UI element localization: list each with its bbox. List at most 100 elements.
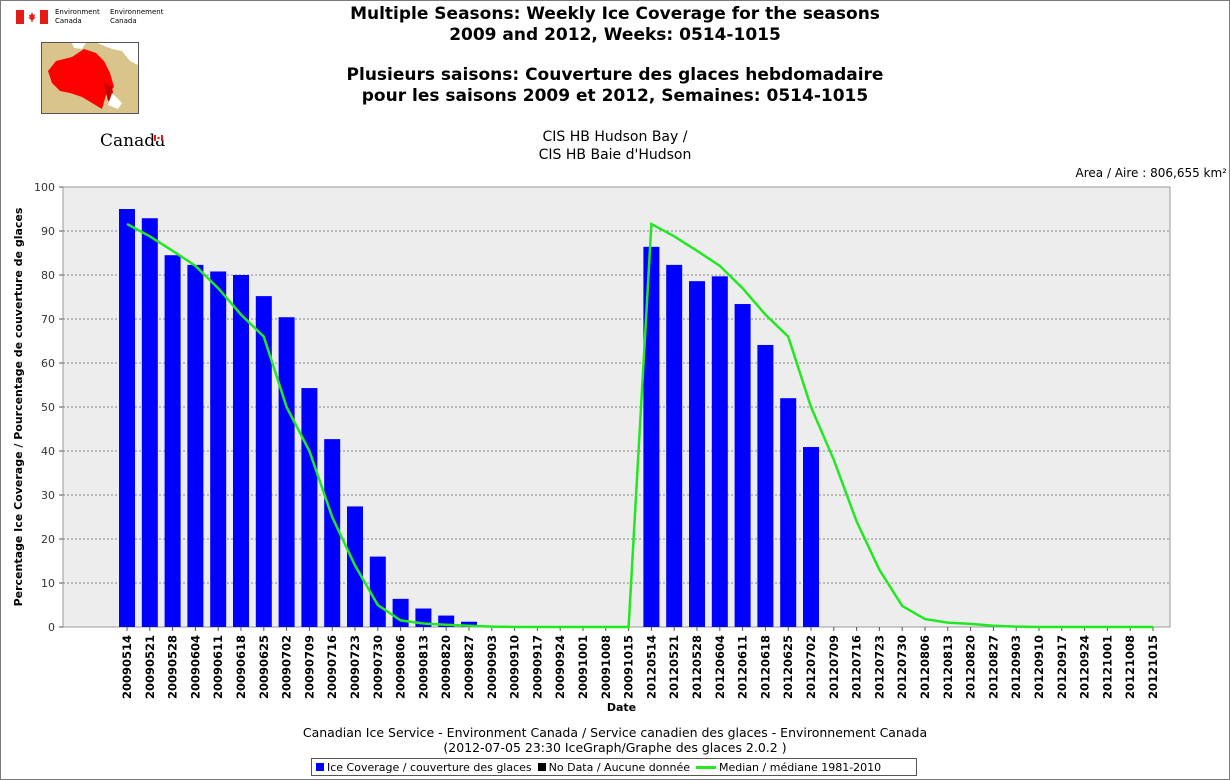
x-tick-label: 20090827 [462,635,476,699]
y-tick-label: 0 [48,621,55,634]
canada-wordmark: Canada [100,131,166,151]
region-subtitle: CIS HB Hudson Bay / CIS HB Baie d'Hudson [415,128,815,164]
footer-line1: Canadian Ice Service - Environment Canad… [302,725,928,740]
y-axis-label: Percentage Ice Coverage / Pourcentage de… [12,207,25,606]
x-tick-label: 20090806 [394,635,408,699]
legend: Ice Coverage / couverture des glaces No … [311,758,917,776]
legend-label-nodata: No Data / Aucune donnée [548,760,691,774]
coverage-bar [461,621,477,627]
x-tick-label: 20120521 [667,635,681,699]
coverage-bar [119,209,135,627]
coverage-bar [233,275,249,627]
x-tick-label: 20120924 [1078,635,1092,699]
x-tick-label: 20120903 [1009,635,1023,699]
x-tick-label: 20121008 [1123,635,1137,699]
x-tick-label: 20120820 [964,635,978,699]
x-tick-label: 20090625 [257,635,271,699]
coverage-bar [392,598,409,627]
area-label: Area / Aire : 806,655 km² [1075,166,1227,180]
legend-swatch-median [696,765,717,769]
coverage-bar [301,388,318,627]
x-tick-label: 20090730 [371,635,385,699]
coverage-bar [780,398,797,627]
region-fr: CIS HB Baie d'Hudson [538,147,692,163]
x-tick-label: 20120611 [736,635,750,699]
legend-item-median: Median / médiane 1981-2010 [696,761,881,774]
title-fr-line2: pour les saisons 2009 et 2012, Semaines:… [361,86,869,106]
x-tick-label: 20091001 [576,635,590,699]
legend-label-median: Median / médiane 1981-2010 [719,760,882,774]
legend-swatch-coverage [316,763,324,771]
x-tick-label: 20090716 [325,635,339,699]
y-tick-label: 10 [41,577,55,590]
x-tick-label: 20090604 [188,635,202,699]
x-tick-label: 20120910 [1032,635,1046,699]
coverage-bar [438,615,455,627]
x-tick-label: 20120618 [758,635,772,699]
x-tick-label: 20120806 [918,635,932,699]
median-series-line [126,221,1153,629]
x-tick-label: 20120709 [827,635,841,699]
title-en-line1: Multiple Seasons: Weekly Ice Coverage fo… [350,4,880,24]
coverage-bar [643,246,660,627]
x-tick-label: 20120604 [713,635,727,699]
coverage-bar [164,255,181,627]
x-tick-label: 20090528 [166,635,180,699]
x-tick-label: 20120917 [1055,635,1069,699]
x-tick-label: 20090820 [439,635,453,699]
title-en-line2: 2009 and 2012, Weeks: 0514-1015 [449,25,781,45]
coverage-bar [757,344,774,627]
region-en: CIS HB Hudson Bay / [542,129,688,145]
coverage-bar [734,304,751,627]
footer: Canadian Ice Service - Environment Canad… [200,725,1030,755]
x-tick-label: 20121001 [1100,635,1114,699]
x-tick-label: 20121015 [1146,635,1160,699]
x-tick-label: 20090702 [280,635,294,699]
x-tick-label: 20091015 [622,635,636,699]
x-tick-label: 20090514 [120,635,134,699]
x-tick-label: 20120723 [872,635,886,699]
x-tick-label: 20090723 [348,635,362,699]
footer-line2: (2012-07-05 23:30 IceGraph/Graphe des gl… [443,740,787,755]
coverage-bar [369,556,386,627]
dept-fr-2: Canada [110,17,137,25]
legend-item-coverage: Ice Coverage / couverture des glaces [316,761,532,774]
y-tick-label: 70 [41,313,55,326]
x-tick-label: 20120528 [690,635,704,699]
x-tick-label: 20120827 [986,635,1000,699]
y-tick-label: 50 [41,401,55,414]
x-tick-label: 20120625 [781,635,795,699]
x-tick-label: 20120813 [941,635,955,699]
y-tick-label: 60 [41,357,55,370]
y-tick-label: 80 [41,269,55,282]
title-fr: Plusieurs saisons: Couverture des glaces… [250,65,980,107]
y-tick-label: 30 [41,489,55,502]
coverage-bar [803,447,819,627]
canada-flag-icon [16,10,48,24]
coverage-bar [255,296,272,627]
region-map-icon [42,43,138,113]
x-tick-label: 20090618 [234,635,248,699]
legend-label-coverage: Ice Coverage / couverture des glaces [327,760,532,774]
title-fr-line1: Plusieurs saisons: Couverture des glaces… [346,65,884,85]
coverage-bar [689,281,705,627]
department-signature: Environment Environnement Canada Canada [55,8,165,26]
coverage-bar [278,317,295,627]
dept-en-1: Environment [55,8,100,16]
y-tick-label: 20 [41,533,55,546]
x-axis-label: Date [607,701,636,714]
x-tick-label: 20120514 [644,635,658,699]
coverage-bar [187,264,204,627]
coverage-bar [141,218,158,628]
x-tick-label: 20120716 [850,635,864,699]
x-tick-label: 20090924 [553,635,567,699]
legend-swatch-nodata [537,763,546,771]
legend-item-nodata: No Data / Aucune donnée [537,760,691,774]
x-tick-label: 20120730 [895,635,909,699]
region-map [41,42,139,114]
x-tick-label: 20120702 [804,635,818,699]
title-en: Multiple Seasons: Weekly Ice Coverage fo… [250,4,980,46]
x-tick-label: 20090813 [416,635,430,699]
x-tick-label: 20090709 [302,635,316,699]
